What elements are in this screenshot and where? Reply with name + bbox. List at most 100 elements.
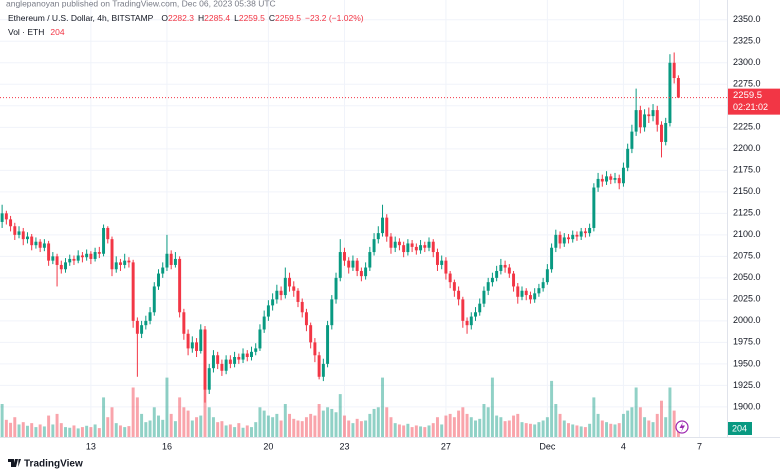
volume-bar xyxy=(431,423,435,437)
y-tick-label: 2075.0 xyxy=(733,251,761,261)
x-tick-label: 27 xyxy=(441,441,451,451)
volume-bar xyxy=(461,407,465,437)
volume-bar xyxy=(343,415,346,437)
candle-body xyxy=(457,290,461,300)
volume-bar xyxy=(4,419,8,437)
candle-body xyxy=(490,277,494,283)
ohlc-label: O xyxy=(161,13,168,23)
axes: 1900.0 1925.0 1950.0 1975.0 2000.0 2025.0 2050… xyxy=(0,14,780,451)
candle-body xyxy=(25,236,29,240)
candle-body xyxy=(655,110,659,125)
footer: TradingView xyxy=(8,459,83,470)
volume-bar xyxy=(596,413,600,437)
volume-bar xyxy=(25,425,29,437)
volume-bar xyxy=(528,423,532,437)
candle-body xyxy=(144,320,148,326)
ohlc-value: 2285.4 xyxy=(204,13,230,23)
volume-bar xyxy=(651,422,655,437)
volume-bar xyxy=(254,422,258,437)
candle-body xyxy=(165,253,169,268)
candle-body xyxy=(630,131,634,149)
candle-body xyxy=(68,258,72,263)
y-tick-label: 2050.0 xyxy=(733,272,761,282)
candle-body xyxy=(558,234,562,244)
y-tick-label: 2025.0 xyxy=(733,294,761,304)
candle-body xyxy=(567,237,570,240)
volume-bar xyxy=(550,380,554,437)
volume-bar xyxy=(474,420,477,437)
candle-body xyxy=(199,329,203,351)
volume-bar xyxy=(275,413,279,437)
candle-body xyxy=(30,236,34,246)
volume-bar xyxy=(203,384,207,437)
x-tick-label: 23 xyxy=(339,441,349,451)
candle-body xyxy=(393,241,397,248)
y-tick-label: 2125.0 xyxy=(733,208,761,218)
volume-bar xyxy=(283,404,287,437)
candle-body xyxy=(85,253,89,258)
candle-body xyxy=(178,258,182,313)
x-tick-label: 16 xyxy=(162,441,172,451)
volume-bar xyxy=(465,413,469,437)
volume-bar xyxy=(123,427,127,437)
y-tick-label: 1900.0 xyxy=(733,401,761,411)
volume-bar xyxy=(241,427,245,437)
volume-bar xyxy=(355,418,359,437)
candle-body xyxy=(435,252,439,265)
volume-bar xyxy=(161,419,165,437)
candle-body xyxy=(503,264,507,268)
volume-bar xyxy=(321,410,325,437)
volume-bar xyxy=(279,420,283,437)
candle-body xyxy=(575,234,579,237)
volume-bar xyxy=(676,430,680,437)
volume-bar xyxy=(359,421,363,437)
candle-body xyxy=(562,237,566,244)
y-tick-label: 2200.0 xyxy=(733,143,761,153)
volume-bar xyxy=(554,404,558,437)
candle-body xyxy=(638,110,642,128)
volume-bar xyxy=(588,423,592,437)
candle-body xyxy=(571,234,575,240)
volume-name: Vol · ETH xyxy=(8,27,44,37)
candle-body xyxy=(596,178,600,188)
candle-body xyxy=(127,260,131,263)
volume-bar xyxy=(668,387,672,437)
volume-bar xyxy=(64,427,67,437)
volume-bar xyxy=(59,423,63,437)
candle-body xyxy=(528,295,532,300)
y-tick-label: 2225.0 xyxy=(733,122,761,132)
volume-bar xyxy=(444,415,448,437)
candle-body xyxy=(419,245,423,251)
y-tick-label: 2100.0 xyxy=(733,229,761,239)
volume-bar xyxy=(131,387,135,437)
candle-body xyxy=(495,270,499,278)
volume-bar xyxy=(13,417,17,437)
volume-bar xyxy=(76,428,80,437)
volume-bar xyxy=(72,425,76,437)
volume-bar xyxy=(397,424,401,437)
volume-bar xyxy=(440,424,444,437)
grid xyxy=(0,0,727,437)
candle-body xyxy=(203,329,207,390)
volume-bar xyxy=(157,415,160,437)
candle-body xyxy=(114,262,118,270)
candle-body xyxy=(216,355,220,364)
alert-bolt xyxy=(679,422,685,432)
candle-body xyxy=(647,114,651,117)
candle-body xyxy=(414,246,418,251)
volume-bar xyxy=(21,422,25,437)
volume-bar xyxy=(296,420,300,437)
volume-bar xyxy=(326,407,330,437)
candle-body xyxy=(207,368,211,390)
volume-bar xyxy=(258,407,262,437)
volume-bar xyxy=(545,417,549,437)
volume-bar xyxy=(144,422,148,437)
volume-bar xyxy=(537,422,541,437)
volume-bar xyxy=(372,408,376,437)
ohlc-value: 2282.3 xyxy=(168,13,194,23)
volume-bar xyxy=(195,417,199,437)
candle-body xyxy=(304,312,308,326)
volume-bar xyxy=(495,415,499,437)
volume-bar xyxy=(613,424,617,437)
